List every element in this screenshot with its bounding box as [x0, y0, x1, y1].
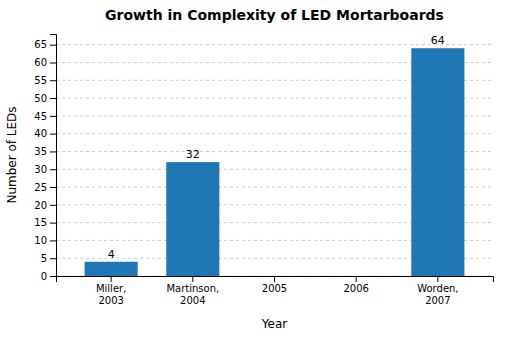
- y-tick-label: 50: [34, 93, 47, 104]
- y-tick: 35: [34, 146, 56, 157]
- x-tick: Martinson,2004: [166, 276, 219, 306]
- x-tick-label-line: Miller,: [96, 283, 126, 294]
- bar: [248, 276, 301, 277]
- y-tick-label: 20: [34, 200, 47, 211]
- y-tick-mark: [50, 62, 56, 63]
- x-tick-label-line: 2007: [425, 295, 450, 306]
- x-tick: Miller,2003: [96, 276, 126, 306]
- y-tick-mark: [50, 240, 56, 241]
- x-tick-mark: [192, 276, 193, 282]
- x-tick-label-line: 2003: [98, 295, 123, 306]
- x-tick-label-line: 2005: [262, 283, 287, 294]
- y-tick-mark: [50, 169, 56, 170]
- plot: 4326405101520253035404550556065Miller,20…: [34, 34, 493, 305]
- y-tick-mark: [50, 80, 56, 81]
- x-tick: Worden,2007: [417, 276, 458, 306]
- x-tick-label: Worden,2007: [417, 283, 458, 306]
- bar: [411, 48, 464, 276]
- chart: 4326405101520253035404550556065Miller,20…: [0, 0, 509, 338]
- y-axis-title: Number of LEDs: [5, 106, 19, 203]
- y-tick: 0: [41, 271, 56, 282]
- x-axis-title: Year: [261, 317, 287, 331]
- title: Growth in Complexity of LED Mortarboards: [105, 7, 444, 23]
- y-tick: 10: [34, 235, 56, 246]
- y-tick-label: 35: [34, 146, 47, 157]
- y-tick-label: 10: [34, 235, 47, 246]
- data-label: 4: [108, 248, 115, 261]
- x-tick-label: Miller,2003: [96, 283, 126, 306]
- y-tick: 55: [34, 75, 56, 86]
- x-tick-label-line: 2004: [180, 295, 205, 306]
- data-label: 32: [186, 148, 200, 161]
- x-tick-mark: [274, 276, 275, 282]
- y-tick: 5: [41, 253, 56, 264]
- y-tick-label: 65: [34, 39, 47, 50]
- bar: [166, 162, 219, 276]
- x-tick-label-line: Martinson,: [166, 283, 219, 294]
- bar: [330, 276, 383, 277]
- y-tick-mark: [50, 116, 56, 117]
- y-tick-mark: [50, 45, 56, 46]
- y-tick-label: 30: [34, 164, 47, 175]
- x-axis-line: [57, 277, 494, 283]
- y-tick-label: 15: [34, 217, 47, 228]
- y-tick: 65: [34, 39, 56, 50]
- y-tick-mark: [50, 151, 56, 152]
- x-tick-label: 2006: [343, 283, 368, 294]
- y-tick: 50: [34, 93, 56, 104]
- x-tick-mark: [437, 276, 438, 282]
- y-tick-label: 25: [34, 182, 47, 193]
- y-tick: 30: [34, 164, 56, 175]
- data-labels: 4 32 64: [108, 34, 445, 261]
- grid: [56, 45, 493, 276]
- x-tick-mark: [356, 276, 357, 282]
- y-axis: 0 5 10 15 20 25 30 35 40 45 50 55 60 65: [34, 35, 56, 282]
- y-tick: 60: [34, 57, 56, 68]
- bars: [85, 48, 465, 276]
- x-tick-mark: [111, 276, 112, 282]
- x-tick-label-line: 2006: [343, 283, 368, 294]
- y-tick-label: 60: [34, 57, 47, 68]
- y-tick-mark: [50, 134, 56, 135]
- data-label: 64: [431, 34, 445, 47]
- y-tick: 15: [34, 217, 56, 228]
- y-tick: 40: [34, 128, 56, 139]
- y-tick-mark: [50, 98, 56, 99]
- y-tick-mark: [50, 258, 56, 259]
- y-axis-line: [50, 35, 57, 277]
- grid-line: [56, 44, 493, 45]
- x-tick-label: 2005: [262, 283, 287, 294]
- y-tick-mark: [50, 205, 56, 206]
- x-tick-label: Martinson,2004: [166, 283, 219, 306]
- y-tick-label: 0: [41, 271, 47, 282]
- y-tick-label: 5: [41, 253, 47, 264]
- y-tick: 25: [34, 182, 56, 193]
- y-tick-label: 55: [34, 75, 47, 86]
- x-tick-label-line: Worden,: [417, 283, 458, 294]
- y-tick: 45: [34, 111, 56, 122]
- x-tick: 2005: [262, 276, 287, 294]
- y-tick-mark: [50, 276, 56, 277]
- y-tick-mark: [50, 223, 56, 224]
- y-tick-label: 40: [34, 128, 47, 139]
- y-tick-label: 45: [34, 111, 47, 122]
- y-tick: 20: [34, 200, 56, 211]
- x-tick: 2006: [343, 276, 368, 294]
- y-tick-mark: [50, 187, 56, 188]
- bar: [85, 262, 138, 276]
- x-axis: Miller,2003 Martinson,2004 2005 2006 Worden,…: [57, 276, 494, 306]
